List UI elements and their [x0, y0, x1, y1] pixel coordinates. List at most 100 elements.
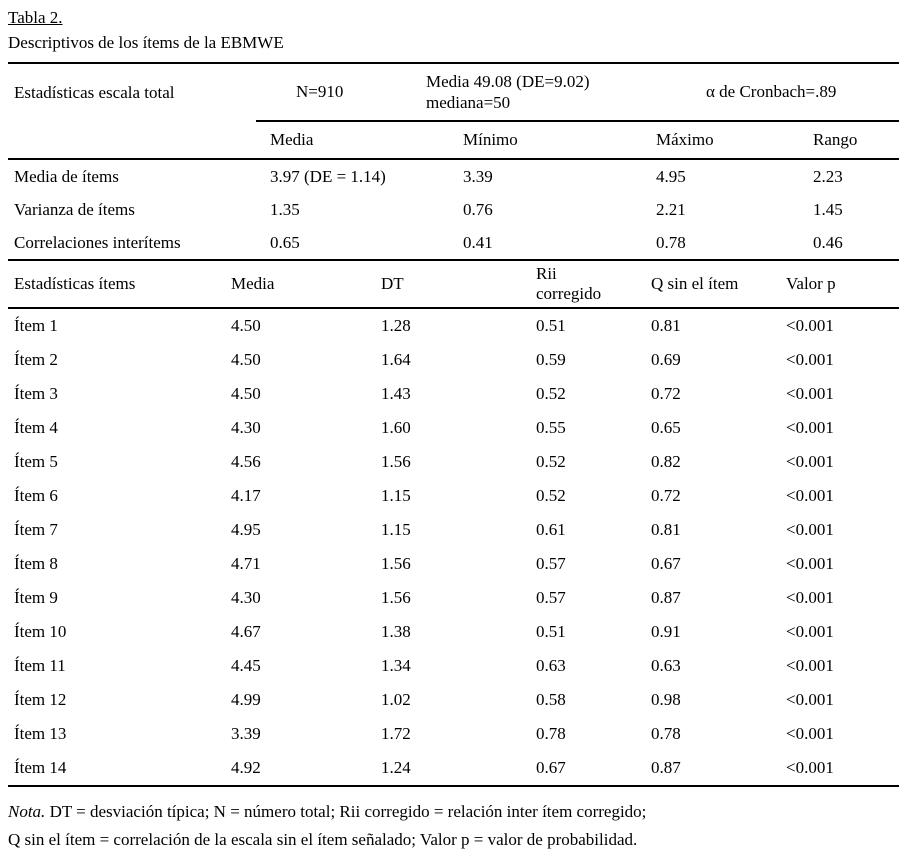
item-row: Ítem 3 4.50 1.43 0.52 0.72 <0.001 [8, 377, 899, 411]
item-label: Ítem 12 [14, 690, 67, 710]
summary-cell-minimo: 0.41 [463, 232, 493, 252]
item-q: 0.69 [651, 350, 681, 370]
item-q: 0.67 [651, 554, 681, 574]
item-row: Ítem 4 4.30 1.60 0.55 0.65 <0.001 [8, 411, 899, 445]
item-row: Ítem 11 4.45 1.34 0.63 0.63 <0.001 [8, 649, 899, 683]
item-dt: 1.56 [381, 452, 411, 472]
item-label: Ítem 2 [14, 350, 58, 370]
scale-total-label: Estadísticas escala total [14, 83, 175, 103]
item-q: 0.63 [651, 656, 681, 676]
item-media: 3.39 [231, 724, 261, 744]
item-rii: 0.51 [536, 316, 566, 336]
item-q: 0.87 [651, 588, 681, 608]
items-header-dt: DT [381, 274, 404, 294]
item-row: Ítem 6 4.17 1.15 0.52 0.72 <0.001 [8, 479, 899, 513]
item-dt: 1.56 [381, 588, 411, 608]
item-row: Ítem 13 3.39 1.72 0.78 0.78 <0.001 [8, 717, 899, 751]
summary-cell-minimo: 3.39 [463, 166, 493, 186]
item-valor-p: <0.001 [786, 486, 834, 506]
item-media: 4.50 [231, 384, 261, 404]
note-line-1: Nota. DT = desviación típica; N = número… [8, 798, 899, 826]
item-q: 0.72 [651, 486, 681, 506]
items-header-p: Valor p [786, 274, 836, 294]
item-valor-p: <0.001 [786, 724, 834, 744]
summary-header-minimo: Mínimo [463, 130, 518, 150]
items-header-rii-text: Rii corregido [536, 264, 602, 304]
summary-row: Varianza de ítems 1.35 0.76 2.21 1.45 [8, 193, 899, 226]
item-rii: 0.52 [536, 486, 566, 506]
item-valor-p: <0.001 [786, 520, 834, 540]
scale-total-row: Estadísticas escala total N=910 Media 49… [8, 64, 899, 123]
item-media: 4.67 [231, 622, 261, 642]
item-q: 0.81 [651, 520, 681, 540]
item-row: Ítem 2 4.50 1.64 0.59 0.69 <0.001 [8, 343, 899, 377]
table-number: Tabla 2. [8, 8, 63, 27]
item-rii: 0.52 [536, 384, 566, 404]
item-rii: 0.55 [536, 418, 566, 438]
item-media: 4.50 [231, 350, 261, 370]
summary-header-rango: Rango [813, 130, 858, 150]
item-media: 4.71 [231, 554, 261, 574]
summary-cell-maximo: 0.78 [656, 232, 686, 252]
item-dt: 1.72 [381, 724, 411, 744]
item-dt: 1.24 [381, 758, 411, 778]
items-header-media: Media [231, 274, 275, 294]
item-valor-p: <0.001 [786, 554, 834, 574]
item-row: Ítem 5 4.56 1.56 0.52 0.82 <0.001 [8, 445, 899, 479]
item-q: 0.87 [651, 758, 681, 778]
item-q: 0.91 [651, 622, 681, 642]
item-q: 0.98 [651, 690, 681, 710]
item-rii: 0.57 [536, 588, 566, 608]
item-rii: 0.52 [536, 452, 566, 472]
summary-cell-media: 1.35 [270, 199, 300, 219]
scale-total-media-line1: Media 49.08 (DE=9.02) [426, 72, 590, 92]
item-row: Ítem 1 4.50 1.28 0.51 0.81 <0.001 [8, 309, 899, 343]
note-text-1: DT = desviación típica; N = número total… [49, 802, 647, 822]
item-dt: 1.02 [381, 690, 411, 710]
item-dt: 1.34 [381, 656, 411, 676]
item-valor-p: <0.001 [786, 418, 834, 438]
note-line-2: Q sin el ítem = correlación de la escala… [8, 829, 638, 849]
item-dt: 1.15 [381, 486, 411, 506]
scale-total-values: N=910 Media 49.08 (DE=9.02) mediana=50 α… [256, 64, 899, 123]
item-media: 4.99 [231, 690, 261, 710]
item-label: Ítem 5 [14, 452, 58, 472]
summary-cell-rango: 2.23 [813, 166, 843, 186]
item-row: Ítem 10 4.67 1.38 0.51 0.91 <0.001 [8, 615, 899, 649]
item-label: Ítem 1 [14, 316, 58, 336]
items-header-row: Estadísticas ítems Media DT Rii corregid… [8, 261, 899, 310]
scale-total-media: Media 49.08 (DE=9.02) mediana=50 [426, 71, 706, 114]
items-header-rii: Rii corregido [536, 264, 651, 304]
item-label: Ítem 10 [14, 622, 67, 642]
item-media: 4.30 [231, 588, 261, 608]
item-valor-p: <0.001 [786, 350, 834, 370]
summary-cell-maximo: 4.95 [656, 166, 686, 186]
item-label: Ítem 8 [14, 554, 58, 574]
summary-body: Media de ítems 3.97 (DE = 1.14) 3.39 4.9… [8, 160, 899, 262]
item-label: Ítem 4 [14, 418, 58, 438]
item-row: Ítem 14 4.92 1.24 0.67 0.87 <0.001 [8, 751, 899, 785]
item-label: Ítem 9 [14, 588, 58, 608]
item-row: Ítem 7 4.95 1.15 0.61 0.81 <0.001 [8, 513, 899, 547]
item-valor-p: <0.001 [786, 316, 834, 336]
item-q: 0.78 [651, 724, 681, 744]
item-label: Ítem 13 [14, 724, 67, 744]
item-rii: 0.59 [536, 350, 566, 370]
summary-cell-rango: 0.46 [813, 232, 843, 252]
item-dt: 1.15 [381, 520, 411, 540]
item-media: 4.92 [231, 758, 261, 778]
statistics-table: Estadísticas escala total N=910 Media 49… [8, 62, 899, 788]
item-dt: 1.64 [381, 350, 411, 370]
item-media: 4.30 [231, 418, 261, 438]
item-valor-p: <0.001 [786, 690, 834, 710]
summary-row: Correlaciones interítems 0.65 0.41 0.78 … [8, 226, 899, 259]
item-media: 4.56 [231, 452, 261, 472]
item-rii: 0.58 [536, 690, 566, 710]
item-media: 4.45 [231, 656, 261, 676]
item-label: Ítem 11 [14, 656, 66, 676]
table-caption: Tabla 2. [8, 6, 899, 30]
summary-row-label: Correlaciones interítems [14, 232, 181, 252]
item-rii: 0.78 [536, 724, 566, 744]
item-rii: 0.61 [536, 520, 566, 540]
item-dt: 1.60 [381, 418, 411, 438]
